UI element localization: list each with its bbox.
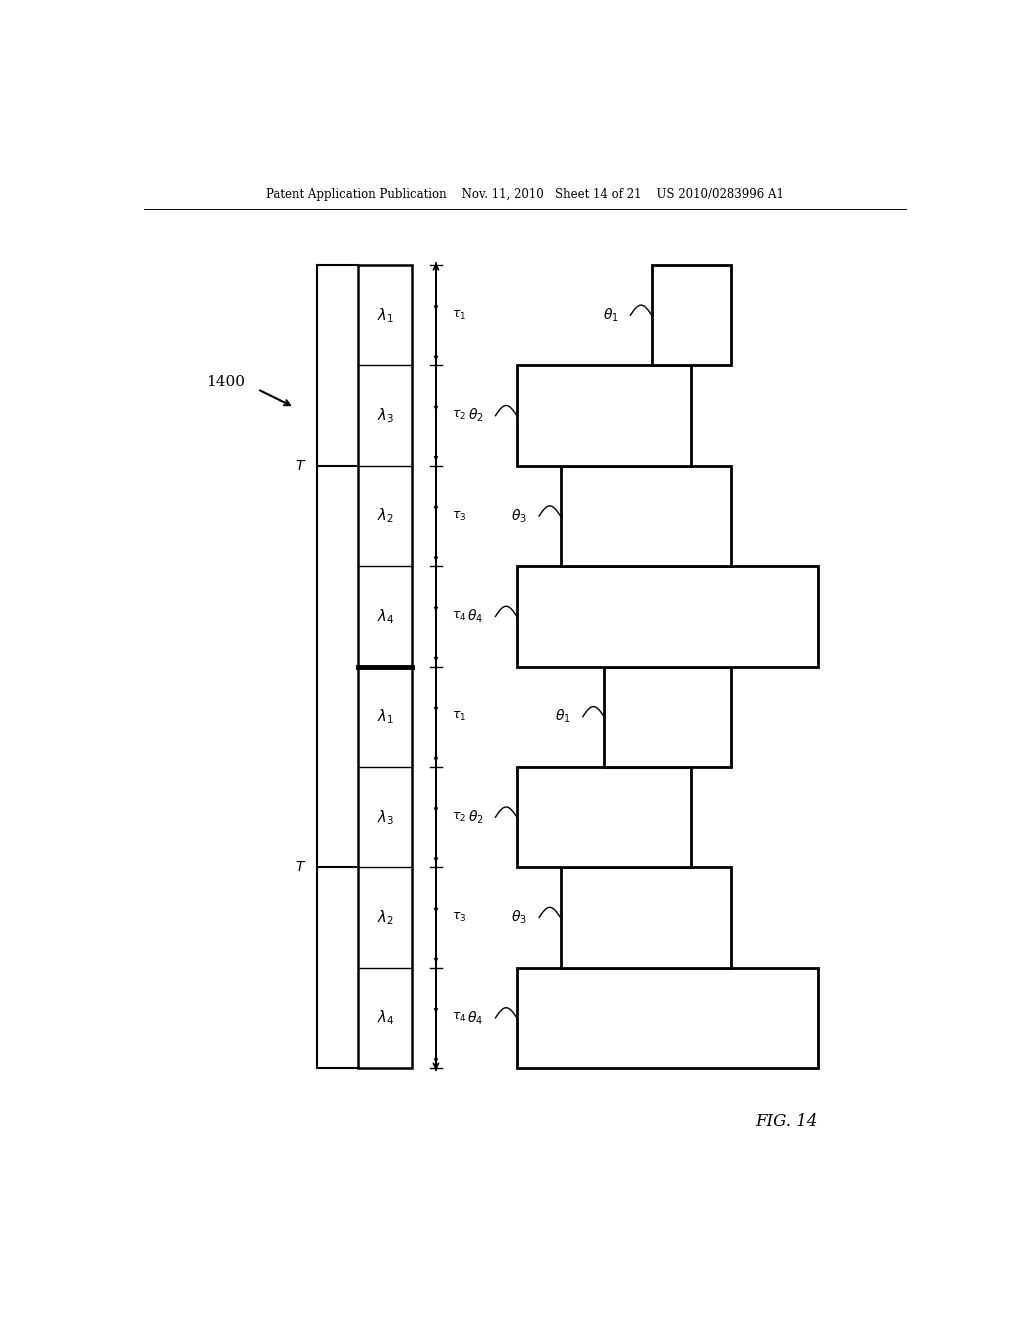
Text: $\tau_4$: $\tau_4$: [452, 610, 466, 623]
Text: FIG. 14: FIG. 14: [755, 1114, 817, 1130]
Text: $\lambda_1$: $\lambda_1$: [377, 306, 393, 325]
Text: $T$: $T$: [295, 861, 306, 874]
Text: $\theta_4$: $\theta_4$: [468, 1010, 483, 1027]
Text: $\tau_1$: $\tau_1$: [452, 710, 466, 723]
Bar: [517, 566, 818, 667]
Text: 1400: 1400: [207, 375, 246, 389]
Text: $\lambda_3$: $\lambda_3$: [377, 407, 393, 425]
Bar: [560, 466, 731, 566]
Bar: [652, 265, 731, 366]
Text: $\tau_3$: $\tau_3$: [452, 510, 466, 523]
Text: $\lambda_3$: $\lambda_3$: [377, 808, 393, 826]
Text: $\lambda_2$: $\lambda_2$: [377, 507, 393, 525]
Bar: [560, 867, 731, 968]
Bar: [517, 767, 691, 867]
Text: $\lambda_1$: $\lambda_1$: [377, 708, 393, 726]
Text: $\lambda_2$: $\lambda_2$: [377, 908, 393, 927]
Text: $T$: $T$: [295, 459, 306, 473]
Text: $\theta_1$: $\theta_1$: [603, 306, 618, 323]
Text: Patent Application Publication    Nov. 11, 2010   Sheet 14 of 21    US 2010/0283: Patent Application Publication Nov. 11, …: [266, 189, 783, 202]
Text: $\lambda_4$: $\lambda_4$: [377, 607, 393, 626]
Text: $\tau_4$: $\tau_4$: [452, 1011, 466, 1024]
Text: $\theta_1$: $\theta_1$: [555, 708, 570, 726]
Text: $\tau_1$: $\tau_1$: [452, 309, 466, 322]
Text: $\theta_3$: $\theta_3$: [511, 909, 527, 927]
Text: $\theta_3$: $\theta_3$: [511, 507, 527, 525]
Text: $\theta_4$: $\theta_4$: [468, 607, 483, 626]
Text: $\lambda_4$: $\lambda_4$: [377, 1008, 393, 1027]
Text: $\tau_3$: $\tau_3$: [452, 911, 466, 924]
Text: $\theta_2$: $\theta_2$: [468, 808, 483, 826]
Bar: [358, 265, 412, 1068]
Bar: [517, 968, 818, 1068]
Bar: [517, 366, 691, 466]
Bar: [604, 667, 731, 767]
Text: $\tau_2$: $\tau_2$: [452, 409, 466, 422]
Text: $\theta_2$: $\theta_2$: [468, 407, 483, 424]
Text: $\tau_2$: $\tau_2$: [452, 810, 466, 824]
